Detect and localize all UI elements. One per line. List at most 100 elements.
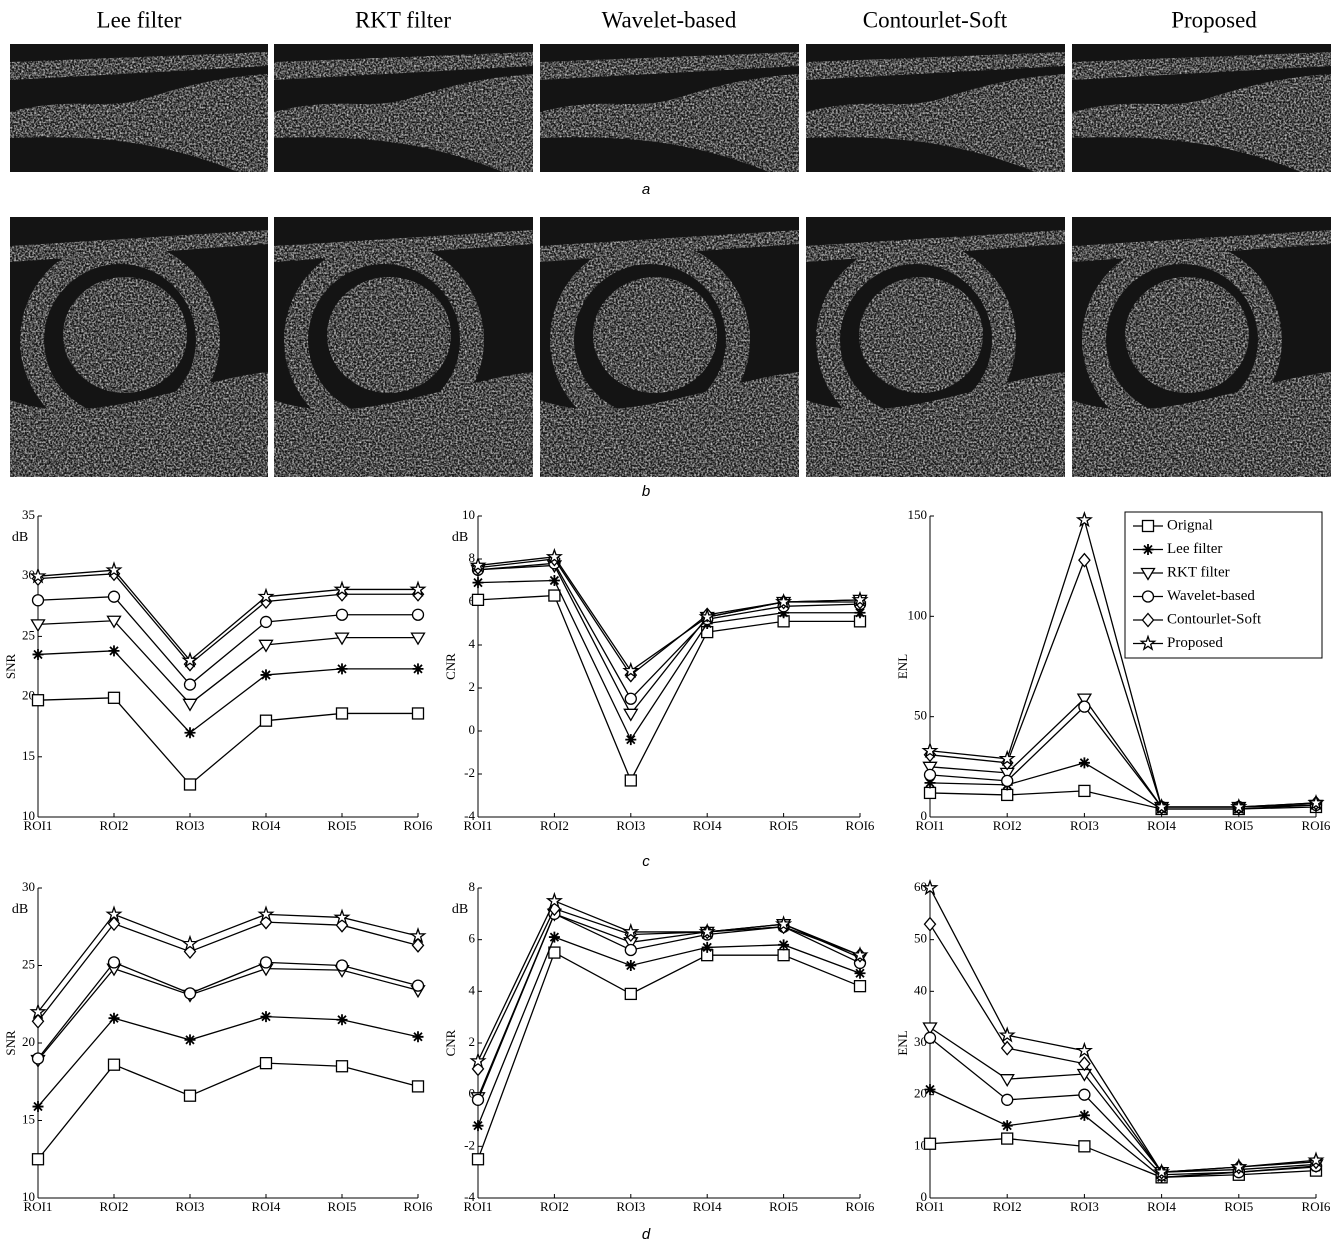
column-title: Contourlet-Soft: [863, 7, 1008, 32]
y-unit: dB: [452, 902, 468, 917]
series-line: [930, 1090, 1316, 1178]
x-tick-label: ROI6: [846, 1199, 875, 1214]
x-tick-label: ROI5: [1224, 818, 1253, 833]
x-tick-label: ROI5: [769, 818, 798, 833]
marker: [702, 942, 713, 953]
series-line: [38, 651, 418, 733]
marker: [625, 988, 636, 999]
marker: [109, 1059, 120, 1070]
legend-label: RKT filter: [1167, 564, 1230, 580]
marker: [1079, 1089, 1090, 1100]
tissue-core: [593, 277, 717, 393]
marker: [261, 1011, 272, 1022]
marker: [1079, 1110, 1090, 1121]
image-panel-a: [274, 44, 533, 172]
marker: [549, 590, 560, 601]
marker: [925, 1084, 936, 1095]
marker: [261, 669, 272, 680]
y-tick-label: -2: [464, 1137, 475, 1152]
marker: [33, 1053, 44, 1064]
y-axis-label: CNR: [443, 653, 458, 680]
series-line: [930, 1028, 1316, 1173]
y-axis-label: ENL: [895, 1030, 910, 1055]
y-tick-label: 10: [462, 507, 475, 522]
y-tick-label: 2: [469, 1034, 476, 1049]
series-line: [38, 574, 418, 664]
marker: [33, 649, 44, 660]
y-tick-label: 50: [914, 708, 927, 723]
series-line: [38, 969, 418, 1060]
marker: [109, 1013, 120, 1024]
marker: [412, 633, 425, 644]
marker: [925, 769, 936, 780]
marker: [337, 1061, 348, 1072]
marker: [473, 1094, 484, 1105]
x-tick-label: ROI1: [464, 818, 493, 833]
marker: [337, 663, 348, 674]
x-tick-label: ROI5: [1224, 1199, 1253, 1214]
legend-label: Contourlet-Soft: [1167, 611, 1262, 627]
series-line: [38, 914, 418, 1012]
marker: [925, 918, 936, 931]
marker: [261, 957, 272, 968]
marker: [185, 988, 196, 999]
x-tick-label: ROI4: [252, 1199, 281, 1214]
tissue-core: [327, 277, 451, 393]
marker: [778, 939, 789, 950]
column-title: Proposed: [1171, 7, 1257, 32]
column-title: Lee filter: [97, 7, 182, 32]
marker: [33, 1101, 44, 1112]
marker: [625, 960, 636, 971]
x-tick-label: ROI3: [1070, 818, 1099, 833]
marker: [33, 695, 44, 706]
y-tick-label: 20: [22, 1034, 35, 1049]
image-panel-a: [540, 44, 799, 172]
y-axis-label: CNR: [443, 1029, 458, 1056]
y-tick-label: 100: [908, 607, 928, 622]
x-tick-label: ROI6: [1302, 1199, 1331, 1214]
chart: -4-202468ROI1ROI2ROI3ROI4ROI5ROI6CNRdB: [443, 879, 875, 1214]
marker: [413, 663, 424, 674]
marker: [855, 968, 866, 979]
marker: [261, 1058, 272, 1069]
x-tick-label: ROI4: [252, 818, 281, 833]
x-tick-label: ROI5: [328, 1199, 357, 1214]
chart: 1015202530ROI1ROI2ROI3ROI4ROI5ROI6SNRdB: [3, 879, 433, 1214]
marker: [261, 616, 272, 627]
y-tick-label: 0: [469, 722, 476, 737]
marker: [337, 609, 348, 620]
y-axis-label: SNR: [3, 654, 18, 680]
marker: [337, 960, 348, 971]
series-line: [38, 597, 418, 685]
x-tick-label: ROI3: [1070, 1199, 1099, 1214]
marker: [625, 775, 636, 786]
x-tick-label: ROI3: [616, 818, 645, 833]
marker: [1002, 1120, 1013, 1131]
marker: [1078, 513, 1091, 526]
series-line: [478, 557, 860, 671]
y-tick-label: 2: [469, 679, 476, 694]
x-tick-label: ROI6: [404, 1199, 433, 1214]
marker: [109, 692, 120, 703]
marker: [261, 715, 272, 726]
y-tick-label: 150: [908, 507, 928, 522]
panel-label: a: [642, 181, 650, 198]
marker: [625, 693, 636, 704]
series-line: [38, 698, 418, 785]
series-line: [478, 901, 860, 1061]
y-tick-label: 35: [22, 507, 35, 522]
marker: [1143, 544, 1154, 555]
marker: [1079, 701, 1090, 712]
legend-box: [1125, 512, 1322, 658]
x-tick-label: ROI2: [100, 818, 129, 833]
marker: [1079, 554, 1090, 567]
marker: [625, 734, 636, 745]
series-line: [38, 1017, 418, 1107]
x-tick-label: ROI3: [176, 1199, 205, 1214]
x-tick-label: ROI5: [769, 1199, 798, 1214]
panel-label: b: [642, 483, 650, 500]
y-axis-label: ENL: [895, 654, 910, 679]
x-tick-label: ROI2: [993, 818, 1022, 833]
